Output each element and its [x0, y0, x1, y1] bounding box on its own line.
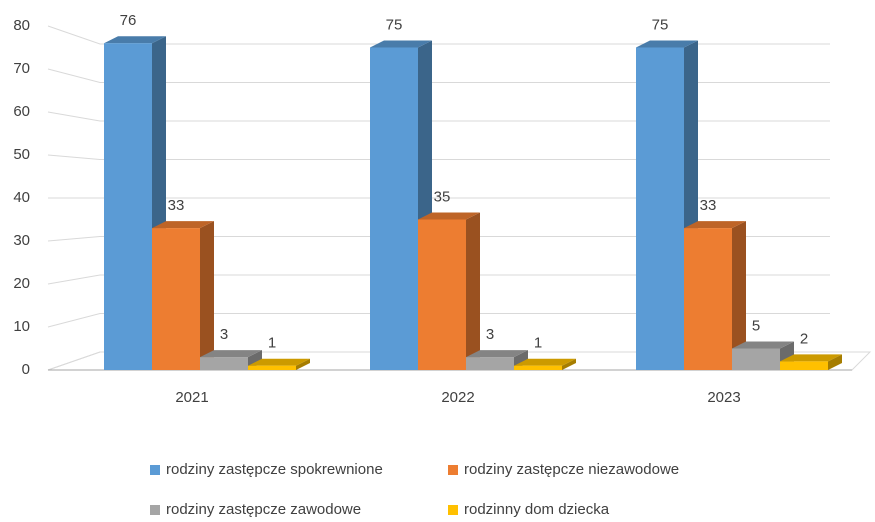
y-tick-label: 80 [13, 17, 30, 34]
value-label: 1 [534, 335, 542, 352]
value-label: 76 [120, 12, 137, 29]
legend-label: rodziny zastępcze zawodowe [166, 501, 361, 518]
bar-top [732, 341, 794, 349]
bar [732, 348, 780, 370]
bar-top [514, 358, 576, 366]
bar-top [684, 221, 746, 229]
grid-line [47, 351, 830, 371]
legend-swatch [448, 505, 458, 515]
bar-side [296, 358, 310, 370]
y-tick-label: 30 [13, 232, 30, 249]
y-tick-label: 20 [13, 275, 30, 292]
value-label: 2 [800, 330, 808, 347]
x-tick-label: 2023 [707, 389, 740, 406]
y-tick-label: 50 [13, 146, 30, 163]
bar [248, 365, 296, 370]
value-label: 33 [700, 197, 717, 214]
legend-swatch [150, 505, 160, 515]
y-tick-label: 40 [13, 189, 30, 206]
legend-label: rodzinny dom dziecka [464, 501, 610, 518]
y-tick-label: 10 [13, 318, 30, 335]
bar-top [152, 221, 214, 229]
grid-line [47, 111, 830, 122]
bar [418, 219, 466, 370]
bar-top [104, 36, 166, 44]
bar [370, 47, 418, 370]
legend-label: rodziny zastępcze niezawodowe [464, 461, 679, 478]
grid-line [47, 313, 830, 328]
bar-top [466, 350, 528, 358]
bar-side [200, 221, 214, 370]
bar [780, 361, 828, 370]
grid-line [47, 274, 830, 285]
grid-line [47, 236, 830, 242]
bar-top [636, 40, 698, 48]
bar [104, 43, 152, 370]
bar-side [562, 358, 576, 370]
bar-top [200, 350, 262, 358]
bar-side [828, 354, 842, 370]
bar [684, 228, 732, 370]
x-tick-label: 2022 [441, 389, 474, 406]
legend-swatch [448, 465, 458, 475]
value-label: 1 [268, 335, 276, 352]
bar-top [780, 354, 842, 362]
value-label: 3 [486, 326, 494, 343]
y-tick-label: 60 [13, 103, 30, 120]
legend-label: rodziny zastępcze spokrewnione [166, 461, 383, 478]
value-label: 75 [652, 16, 669, 33]
value-label: 5 [752, 317, 760, 334]
bar [466, 357, 514, 370]
bar [514, 365, 562, 370]
bar-side [466, 212, 480, 370]
grid-line [47, 25, 830, 45]
bar-top [370, 40, 432, 48]
grid-line [47, 68, 830, 83]
bar [200, 357, 248, 370]
bar-top [248, 358, 310, 366]
bar-top [418, 212, 480, 220]
x-tick-label: 2021 [175, 389, 208, 406]
bar [152, 228, 200, 370]
value-label: 75 [386, 16, 403, 33]
value-label: 35 [434, 188, 451, 205]
y-tick-label: 70 [13, 60, 30, 77]
value-label: 3 [220, 326, 228, 343]
y-tick-label: 0 [22, 361, 30, 378]
value-label: 33 [168, 197, 185, 214]
grid-line [47, 154, 830, 160]
legend-swatch [150, 465, 160, 475]
bar [636, 47, 684, 370]
bar-side [732, 221, 746, 370]
